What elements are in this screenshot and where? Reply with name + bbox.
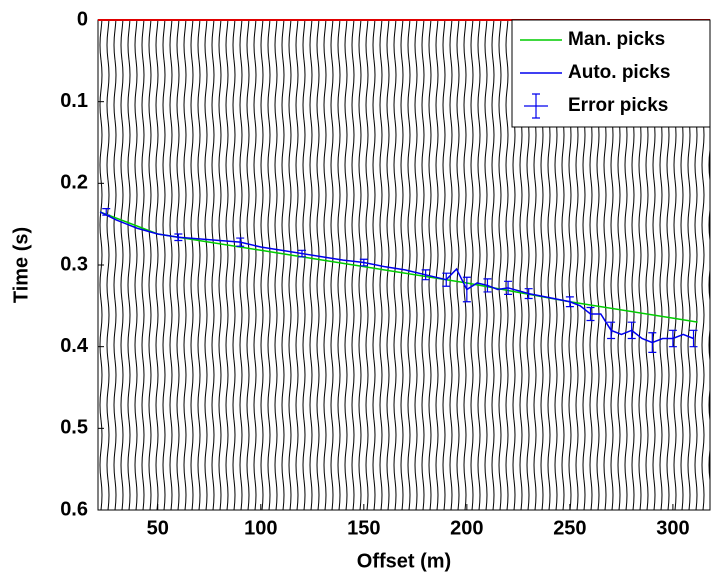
error-bar — [421, 269, 430, 281]
legend-swatch — [524, 93, 548, 119]
error-bar — [668, 329, 677, 348]
x-tick-label: 250 — [553, 517, 586, 539]
error-bar — [524, 288, 533, 300]
error-bar — [565, 296, 574, 308]
y-axis-title: Time (s) — [10, 227, 32, 303]
x-tick-label: 300 — [656, 517, 689, 539]
legend-label: Man. picks — [568, 29, 665, 50]
error-bar — [442, 272, 451, 287]
y-tick-label: 0.4 — [60, 335, 89, 357]
legend-label: Error picks — [568, 95, 668, 116]
y-tick-label: 0 — [77, 8, 88, 30]
error-bar — [607, 321, 616, 340]
x-tick-label: 100 — [244, 517, 277, 539]
y-tick-label: 0.5 — [60, 417, 88, 439]
error-bar — [236, 237, 245, 247]
error-bar — [627, 321, 636, 340]
error-bar — [483, 278, 492, 293]
error-bar — [689, 329, 698, 348]
error-bar — [174, 233, 183, 242]
y-tick-label: 0.2 — [60, 172, 88, 194]
x-tick-label: 150 — [347, 517, 380, 539]
y-tick-label: 0.1 — [60, 90, 88, 112]
error-bar — [102, 208, 111, 216]
x-tick-label: 200 — [450, 517, 483, 539]
error-bar — [504, 280, 513, 295]
error-bar — [359, 258, 368, 267]
y-tick-label: 0.6 — [60, 498, 88, 520]
legend: Man. picks Auto. picks Error picks — [511, 19, 711, 128]
error-bar — [586, 306, 595, 322]
legend-label: Auto. picks — [568, 62, 670, 83]
y-tick-label: 0.3 — [60, 253, 88, 275]
x-tick-label: 50 — [147, 517, 169, 539]
error-bar — [298, 249, 306, 258]
x-axis-title: Offset (m) — [357, 550, 451, 572]
error-bar — [648, 332, 657, 353]
error-bar — [462, 276, 471, 303]
